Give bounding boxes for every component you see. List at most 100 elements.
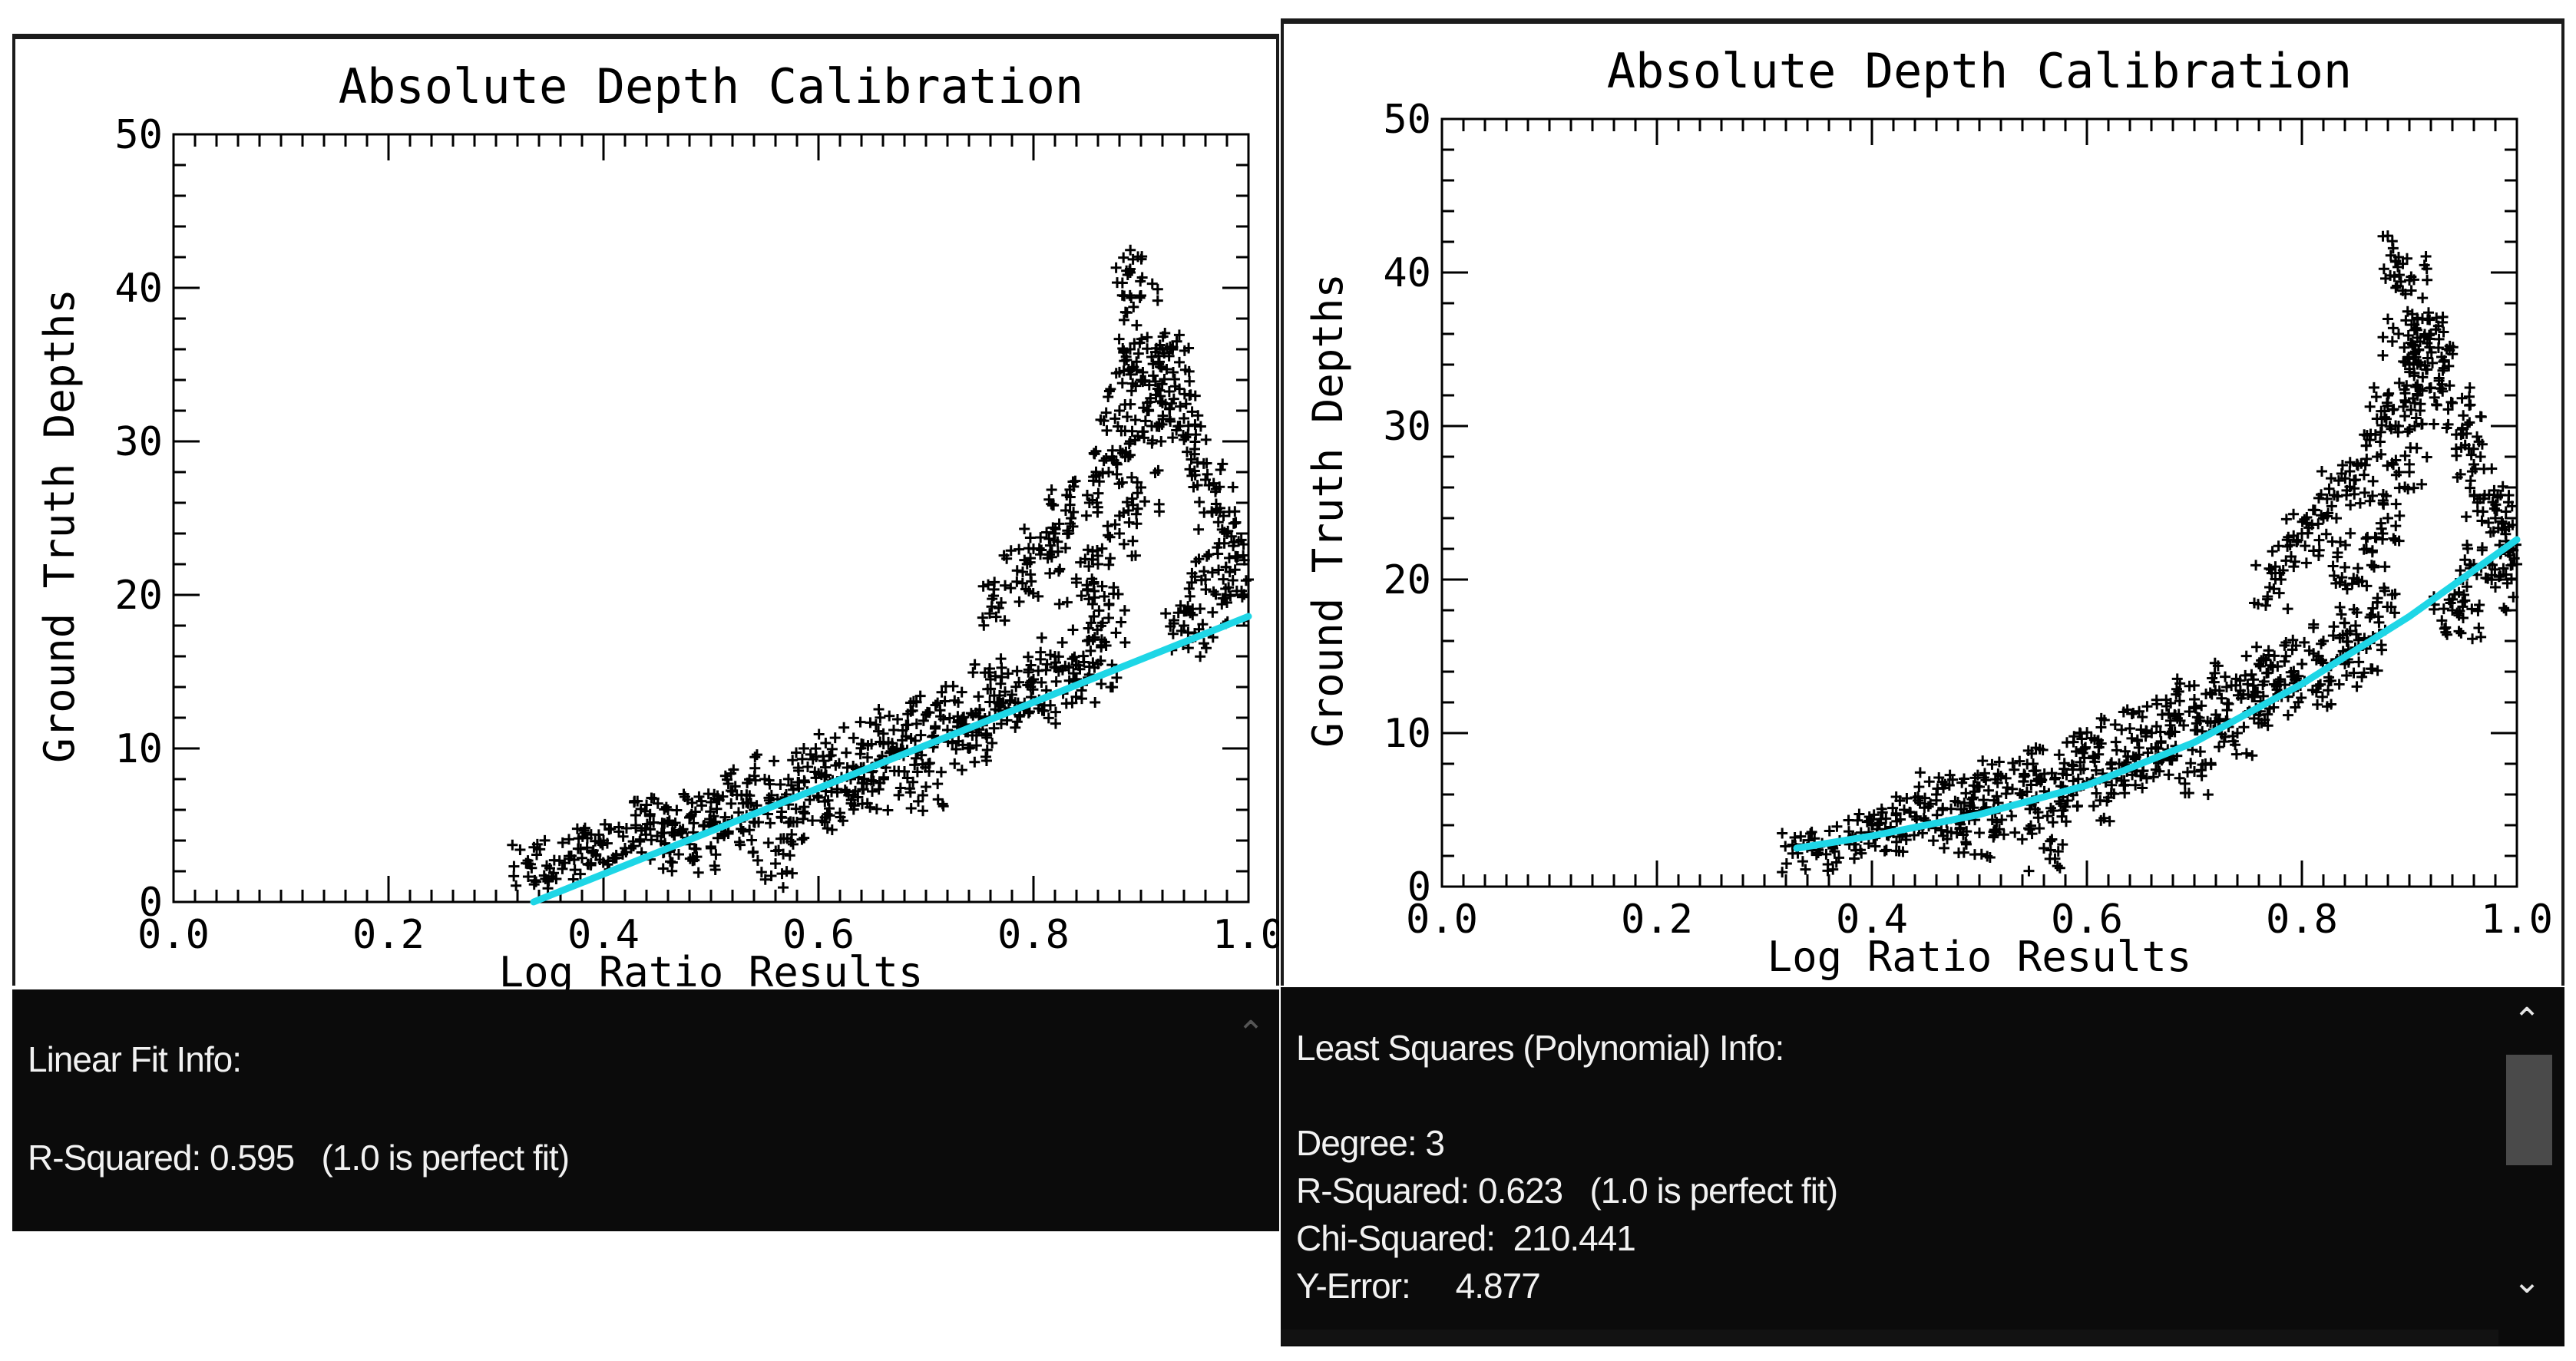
scatter-point xyxy=(1849,853,1860,864)
scatter-point xyxy=(1914,767,1926,778)
scatter-point xyxy=(1132,477,1143,488)
scatter-point xyxy=(990,670,1001,682)
scatter-point xyxy=(2344,465,2356,477)
scatter-point xyxy=(1172,607,1184,619)
scatter-point xyxy=(542,883,554,894)
chevron-down-icon[interactable]: ⌄ xyxy=(2512,1263,2541,1300)
scatter-point xyxy=(1025,659,1037,671)
scatter-point xyxy=(1923,801,1934,812)
scatter-point xyxy=(1074,663,1086,675)
scatter-point xyxy=(1098,455,1109,467)
scatter-point xyxy=(751,800,762,811)
scatter-point xyxy=(1118,314,1129,325)
scatter-point xyxy=(2125,723,2135,734)
scatter-point xyxy=(722,774,733,785)
scatter-point xyxy=(937,713,949,725)
scatter-point xyxy=(1093,605,1105,616)
scatter-point xyxy=(2473,622,2485,633)
scatter-point xyxy=(1202,468,1213,480)
scroll-thumb[interactable] xyxy=(2506,1055,2552,1165)
scatter-point xyxy=(579,822,590,834)
scatter-point xyxy=(1853,808,1865,820)
scatter-point xyxy=(1215,464,1226,475)
scatter-point xyxy=(1124,289,1136,301)
scatter-point xyxy=(804,794,815,805)
scatter-point xyxy=(1139,496,1150,507)
scatter-point xyxy=(799,832,810,844)
chevron-up-icon[interactable]: ⌃ xyxy=(1236,1015,1265,1052)
scatter-point xyxy=(2141,772,2152,784)
scatter-point xyxy=(729,781,741,792)
scatter-point xyxy=(1103,530,1114,541)
scatter-point xyxy=(816,814,828,826)
scatter-point xyxy=(1220,561,1232,573)
scatter-point xyxy=(1147,434,1159,446)
scatter-point xyxy=(1149,346,1161,358)
scatter-point xyxy=(1895,814,1906,825)
scatter-point xyxy=(1125,368,1136,380)
scatter-point xyxy=(2218,736,2230,748)
vertical-scrollbar[interactable]: ⌃ ⌄ xyxy=(2498,987,2555,1346)
scatter-point xyxy=(568,854,580,865)
scatter-point xyxy=(1129,415,1141,426)
scatter-point xyxy=(748,846,759,857)
scatter-point xyxy=(1142,343,1153,355)
scatter-point xyxy=(940,680,951,692)
window-frame-left xyxy=(1281,18,1284,986)
scatter-point xyxy=(873,725,885,737)
scatter-point xyxy=(1186,576,1198,588)
scatter-point xyxy=(1219,593,1231,604)
scatter-point xyxy=(2428,418,2439,430)
scatter-point xyxy=(1121,307,1133,319)
scatter-point xyxy=(2209,657,2221,669)
scatter-point xyxy=(620,823,632,834)
scatter-point xyxy=(1198,638,1209,649)
scatter-point xyxy=(2352,563,2363,574)
x-tick-label: 0.0 xyxy=(137,912,210,958)
scatter-point xyxy=(531,876,542,887)
scatter-point xyxy=(2490,582,2501,593)
scatter-point xyxy=(2163,708,2174,719)
scatter-point xyxy=(1014,676,1025,688)
scatter-point xyxy=(2240,650,2252,662)
scatter-point xyxy=(971,740,982,752)
scatter-point xyxy=(2316,691,2328,702)
scatter-point xyxy=(2507,519,2518,530)
scatter-point xyxy=(818,755,829,767)
scatter-point xyxy=(787,755,799,766)
scatter-point xyxy=(2194,746,2206,758)
scatter-point xyxy=(2166,726,2178,738)
scatter-point xyxy=(949,758,961,769)
scatter-point xyxy=(514,844,526,855)
scatter-point xyxy=(1075,557,1086,568)
scatter-point xyxy=(998,550,1010,561)
scatter-point xyxy=(511,880,522,891)
scatter-point xyxy=(2268,583,2280,595)
chevron-up-icon[interactable]: ⌃ xyxy=(2512,1002,2541,1039)
scatter-point xyxy=(1936,824,1947,836)
horizontal-scrollbar[interactable] xyxy=(1281,1330,2498,1345)
scatter-point xyxy=(2323,483,2335,494)
scatter-point xyxy=(1974,828,1985,838)
scatter-point xyxy=(1979,768,1990,779)
scatter-point xyxy=(1119,355,1130,367)
scatter-point xyxy=(1070,691,1082,702)
scatter-point xyxy=(2390,498,2402,510)
scatter-point xyxy=(1192,410,1204,421)
scatter-point xyxy=(1083,593,1095,605)
scatter-point xyxy=(2300,557,2312,569)
scatter-point xyxy=(2269,650,2280,662)
x-tick-label: 0.8 xyxy=(2266,897,2338,943)
scatter-point xyxy=(1217,458,1228,470)
scatter-point xyxy=(1212,517,1224,528)
scatter-point xyxy=(1004,695,1016,706)
scatter-point xyxy=(1111,672,1123,683)
scatter-point xyxy=(759,874,771,885)
scatter-point xyxy=(2500,605,2512,616)
scatter-point xyxy=(2427,357,2439,368)
scatter-point xyxy=(2221,705,2233,716)
scatter-point xyxy=(2419,329,2431,340)
vertical-scrollbar[interactable]: ⌃ xyxy=(1222,989,1279,1231)
scatter-point xyxy=(850,785,861,797)
scatter-point xyxy=(744,824,756,836)
